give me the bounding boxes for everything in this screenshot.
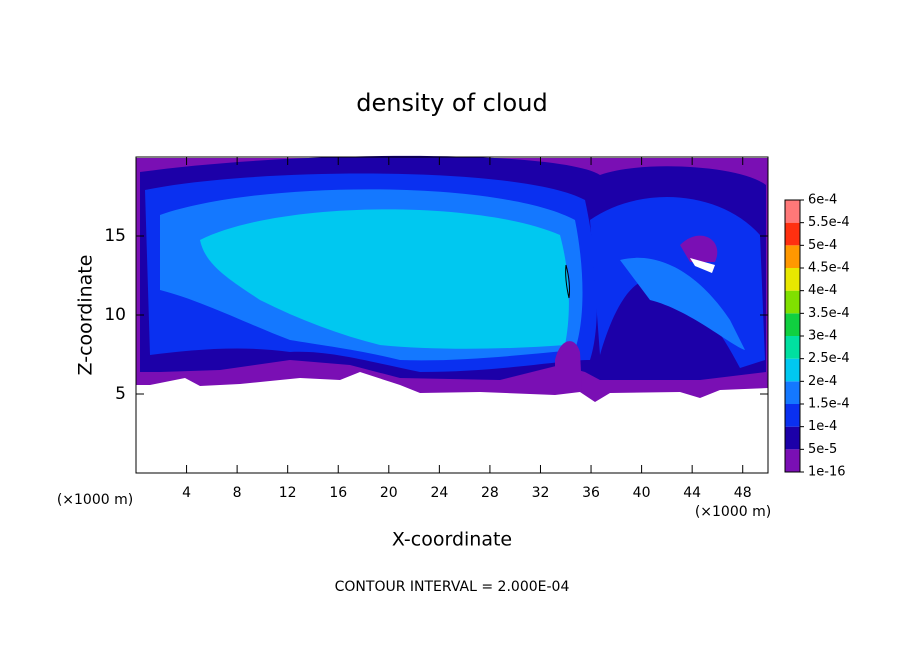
colorbar-label: 4e-4 — [808, 283, 837, 298]
contour-line — [565, 264, 571, 299]
x-tick-label: 20 — [380, 485, 398, 501]
colorbar-band — [785, 358, 800, 382]
x-tick-label: 16 — [329, 485, 347, 501]
x-tick-label: 4 — [182, 485, 191, 501]
y-tick-label: 10 — [104, 305, 126, 325]
colorbar-label: 4.5e-4 — [808, 261, 850, 276]
colorbar-label: 5e-4 — [808, 238, 837, 253]
contour-field — [136, 155, 768, 402]
colorbar-band — [785, 313, 800, 336]
contour-note: CONTOUR INTERVAL = 2.000E-04 — [335, 579, 570, 595]
x-unit-label: (×1000 m) — [695, 504, 771, 520]
colorbar-label: 1e-16 — [808, 465, 846, 480]
contour-band — [620, 257, 745, 350]
x-axis-label: X-coordinate — [392, 529, 512, 551]
y-tick-label: 5 — [115, 384, 126, 404]
colorbar-band — [785, 381, 800, 404]
blank-region — [690, 258, 715, 273]
colorbar-label: 5e-5 — [808, 442, 837, 457]
contour-band — [200, 209, 569, 349]
y-tick-label: 15 — [104, 226, 126, 246]
x-tick-label: 24 — [430, 485, 448, 501]
colorbar: 1e-16 5e-5 1e-4 1.5e-4 2e-4 2.5e-4 3e-4 3.5e-4 4… — [784, 193, 850, 480]
x-tick-label: 48 — [734, 485, 752, 501]
x-tick-label: 12 — [279, 485, 297, 501]
colorbar-label: 3.5e-4 — [808, 306, 850, 321]
colorbar-label: 1e-4 — [808, 419, 837, 434]
colorbar-label: 5.5e-4 — [808, 215, 850, 230]
colorbar-band — [785, 449, 800, 472]
colorbar-band — [785, 426, 800, 450]
y-axis-label: Z-coordinate — [75, 255, 97, 376]
x-tick-label: 28 — [481, 485, 499, 501]
colorbar-band — [785, 336, 800, 359]
colorbar-band — [785, 290, 800, 314]
x-tick-label: 36 — [582, 485, 600, 501]
colorbar-band — [785, 404, 800, 427]
x-tick-label: 44 — [683, 485, 701, 501]
x-tick-label: 32 — [532, 485, 550, 501]
colorbar-band — [785, 245, 800, 268]
colorbar-band — [785, 268, 800, 291]
colorbar-label: 2e-4 — [808, 374, 837, 389]
x-tick-label: 8 — [233, 485, 242, 501]
chart-title: density of cloud — [356, 89, 547, 117]
x-unit-label: (×1000 m) — [57, 492, 133, 508]
contour-band — [680, 235, 718, 262]
colorbar-band — [785, 222, 800, 246]
colorbar-label: 3e-4 — [808, 329, 837, 344]
colorbar-label: 6e-4 — [808, 193, 837, 208]
colorbar-label: 1.5e-4 — [808, 397, 850, 412]
colorbar-band — [785, 200, 800, 223]
colorbar-label: 2.5e-4 — [808, 351, 850, 366]
contour-band — [555, 341, 582, 392]
x-tick-label: 40 — [633, 485, 651, 501]
